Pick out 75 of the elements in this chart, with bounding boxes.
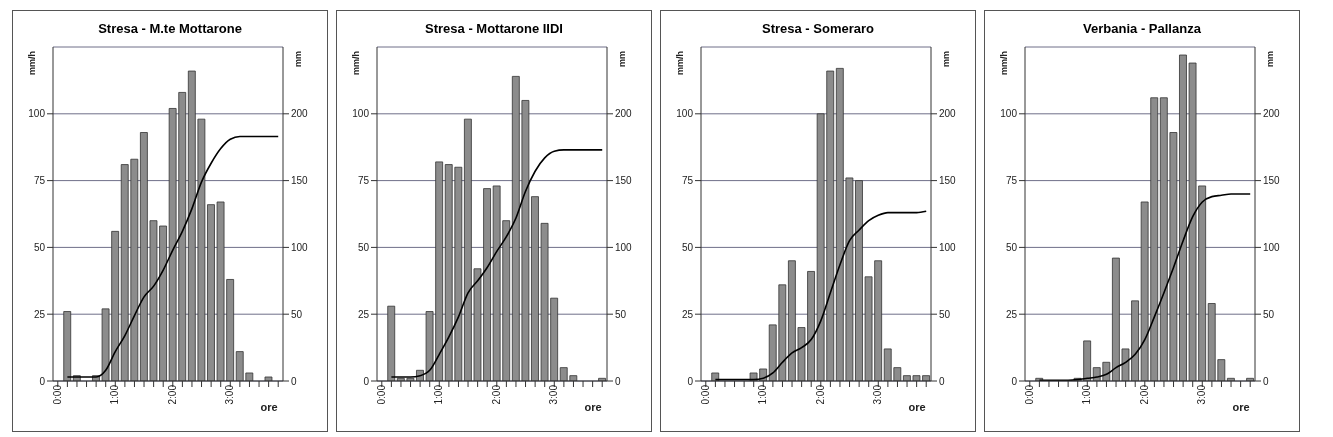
y2-tick-label: 0: [615, 375, 621, 387]
y2-tick-label: 200: [615, 108, 633, 120]
y-tick-label: 100: [352, 108, 370, 120]
y-tick-label: 25: [681, 308, 694, 320]
y2-axis-title: mm: [941, 51, 951, 68]
y2-axis-title: mm: [617, 51, 627, 68]
y-axis-title: mm/h: [351, 51, 361, 76]
y-tick-label: 50: [1005, 241, 1018, 253]
y-tick-label: 25: [357, 308, 370, 320]
chart-title: Stresa - M.te Mottarone: [97, 21, 243, 38]
x-axis-title: ore: [584, 401, 602, 413]
line-series: [390, 149, 604, 378]
y-tick-label: 50: [681, 241, 694, 253]
y2-tick-label: 0: [939, 375, 945, 387]
x-tick-label: 3:00: [224, 384, 236, 405]
y-axis-title: mm/h: [27, 51, 37, 76]
line-series: [66, 135, 280, 378]
y-tick-label: 0: [1011, 375, 1018, 387]
y2-tick-label: 50: [291, 308, 303, 320]
y2-tick-label: 100: [291, 241, 309, 253]
x-tick-label: 3:00: [548, 384, 560, 405]
y2-tick-label: 200: [1263, 108, 1281, 120]
y-tick-label: 75: [357, 175, 370, 187]
x-tick-label: 0:00: [51, 384, 63, 405]
x-tick-label: 1:00: [757, 384, 769, 405]
chart-title: Verbania - Pallanza: [1082, 21, 1202, 38]
x-tick-label: 2:00: [1138, 384, 1150, 405]
x-tick-label: 0:00: [375, 384, 387, 405]
x-axis-title: ore: [908, 401, 926, 413]
y-tick-label: 100: [676, 108, 694, 120]
y-tick-label: 75: [33, 175, 46, 187]
y2-axis-title: mm: [1265, 51, 1275, 68]
y-axis-title: mm/h: [675, 51, 685, 76]
line-series: [714, 210, 928, 381]
y2-tick-label: 200: [291, 108, 309, 120]
x-tick-label: 1:00: [433, 384, 445, 405]
y-tick-label: 0: [39, 375, 46, 387]
x-tick-label: 2:00: [490, 384, 502, 405]
y2-tick-label: 100: [615, 241, 633, 253]
x-tick-label: 1:00: [109, 384, 121, 405]
y-tick-label: 50: [357, 241, 370, 253]
y-tick-label: 100: [28, 108, 46, 120]
x-tick-label: 2:00: [166, 384, 178, 405]
x-tick-label: 3:00: [872, 384, 884, 405]
y2-axis-title: mm: [293, 51, 303, 68]
y2-tick-label: 50: [1263, 308, 1275, 320]
y2-tick-label: 200: [939, 108, 957, 120]
chart-title: Stresa - Someraro: [761, 21, 875, 38]
x-tick-label: 2:00: [814, 384, 826, 405]
y-tick-label: 25: [33, 308, 46, 320]
y-tick-label: 100: [1000, 108, 1018, 120]
x-axis-title: ore: [260, 401, 278, 413]
x-tick-label: 3:00: [1196, 384, 1208, 405]
y-axis-title: mm/h: [999, 51, 1009, 76]
y2-tick-label: 100: [1263, 241, 1281, 253]
y2-tick-label: 0: [291, 375, 297, 387]
y2-tick-label: 100: [939, 241, 957, 253]
y2-tick-label: 0: [1263, 375, 1269, 387]
y2-tick-label: 150: [291, 175, 309, 187]
y-tick-label: 0: [363, 375, 370, 387]
y-tick-label: 75: [1005, 175, 1018, 187]
y2-tick-label: 150: [615, 175, 633, 187]
y-tick-label: 75: [681, 175, 694, 187]
y2-tick-label: 150: [939, 175, 957, 187]
y-tick-label: 25: [1005, 308, 1018, 320]
y2-tick-label: 50: [939, 308, 951, 320]
y2-tick-label: 50: [615, 308, 627, 320]
y-tick-label: 0: [687, 375, 694, 387]
x-tick-label: 0:00: [699, 384, 711, 405]
x-tick-label: 0:00: [1023, 384, 1035, 405]
y2-tick-label: 150: [1263, 175, 1281, 187]
x-axis-title: ore: [1232, 401, 1250, 413]
chart-title: Stresa - Mottarone IIDI: [424, 21, 564, 38]
y-tick-label: 50: [33, 241, 46, 253]
x-tick-label: 1:00: [1081, 384, 1093, 405]
